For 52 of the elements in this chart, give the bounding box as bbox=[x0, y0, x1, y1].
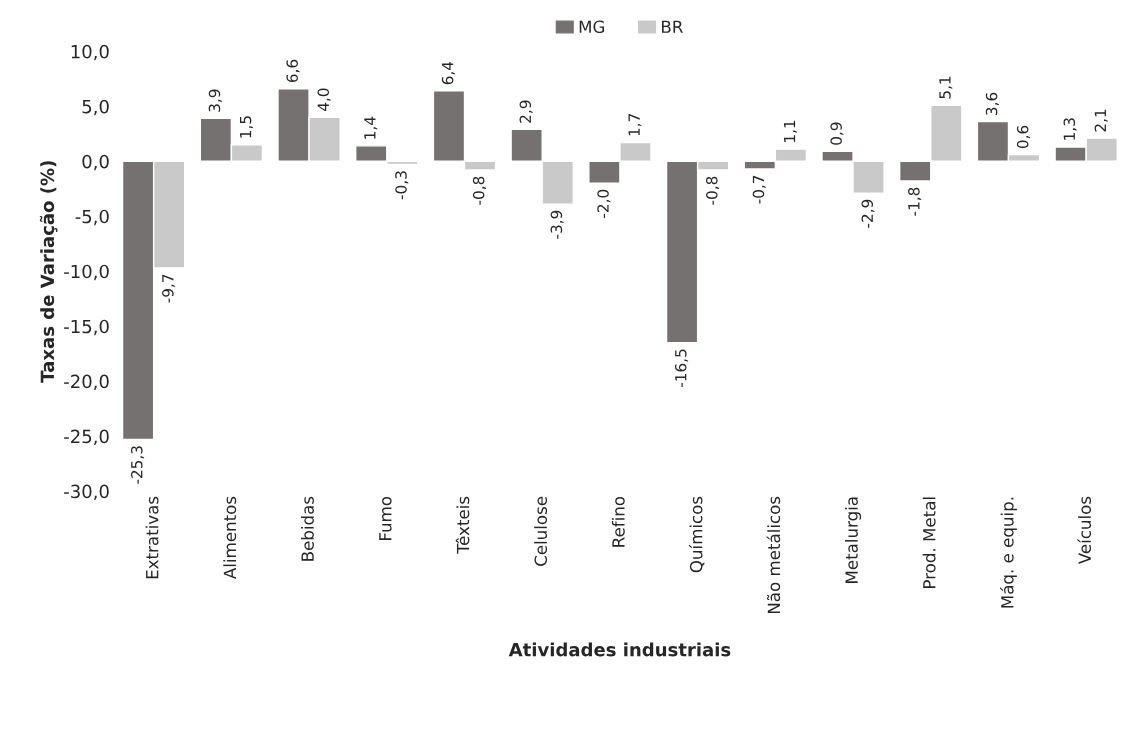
x-tick-label: Bebidas bbox=[301, 496, 314, 561]
data-label: 5,1 bbox=[939, 76, 953, 99]
data-label: 0,6 bbox=[1016, 125, 1031, 149]
x-tick-label: Não metálicos bbox=[766, 496, 781, 614]
data-label: 3,6 bbox=[985, 92, 999, 115]
data-label: -1,8 bbox=[908, 187, 922, 216]
y-tick-label: -30,0 bbox=[64, 484, 109, 501]
x-axis-title: Atividades industriais bbox=[508, 642, 731, 657]
y-tick-label: -10,0 bbox=[64, 264, 109, 281]
y-tick-label: -25,0 bbox=[64, 429, 109, 446]
x-tick-label: Fumo bbox=[379, 496, 392, 540]
data-label: 2,9 bbox=[519, 100, 533, 123]
x-tick-label: Celulose bbox=[534, 496, 548, 566]
y-tick-label: -20,0 bbox=[64, 374, 109, 391]
data-label: 6,4 bbox=[441, 61, 455, 85]
x-tick-label: Extrativas bbox=[145, 496, 159, 579]
data-label: 1,5 bbox=[239, 116, 253, 138]
data-label: -0,8 bbox=[706, 176, 720, 205]
data-label: 6,6 bbox=[286, 59, 300, 83]
data-label: 1,1 bbox=[783, 120, 797, 142]
data-label: -9,7 bbox=[162, 274, 176, 303]
data-label: -25,3 bbox=[130, 446, 145, 484]
x-tick-label: Têxteis bbox=[455, 496, 470, 554]
y-tick-label: -15,0 bbox=[64, 319, 109, 336]
y-tick-label: 0,0 bbox=[82, 154, 109, 171]
data-label: -2,0 bbox=[597, 189, 611, 218]
data-label: -0,7 bbox=[752, 175, 766, 204]
x-tick-label: Refino bbox=[611, 496, 625, 547]
data-label: -0,3 bbox=[395, 171, 409, 200]
data-label: -0,8 bbox=[472, 176, 487, 205]
legend-label: MG bbox=[579, 20, 605, 34]
data-label: 2,1 bbox=[1094, 109, 1108, 132]
x-tick-label: Máq. e equip. bbox=[1000, 497, 1017, 608]
legend-label: BR bbox=[662, 20, 683, 33]
data-label: -16,5 bbox=[674, 349, 689, 388]
y-tick-label: 10,0 bbox=[71, 44, 109, 61]
data-label: 4,0 bbox=[317, 88, 331, 111]
y-axis-title: Taxas de Variação (%) bbox=[39, 161, 58, 383]
x-tick-label: Veículos bbox=[1077, 496, 1092, 565]
x-tick-label: Prod. Metal bbox=[922, 497, 936, 588]
data-label: 1,3 bbox=[1063, 118, 1077, 140]
data-label: 3,9 bbox=[208, 89, 222, 112]
x-tick-label: Metalurgia bbox=[844, 497, 862, 583]
data-label: 1,7 bbox=[628, 114, 642, 136]
x-tick-label: Químicos bbox=[688, 496, 705, 573]
data-label: 1,4 bbox=[364, 116, 378, 139]
y-tick-label: 5,0 bbox=[82, 99, 109, 116]
data-label: 0,9 bbox=[830, 122, 844, 145]
data-label: -3,9 bbox=[550, 210, 564, 239]
x-tick-label: Alimentos bbox=[223, 496, 237, 579]
data-label: -2,9 bbox=[861, 199, 875, 228]
y-tick-label: -5,0 bbox=[75, 209, 109, 226]
